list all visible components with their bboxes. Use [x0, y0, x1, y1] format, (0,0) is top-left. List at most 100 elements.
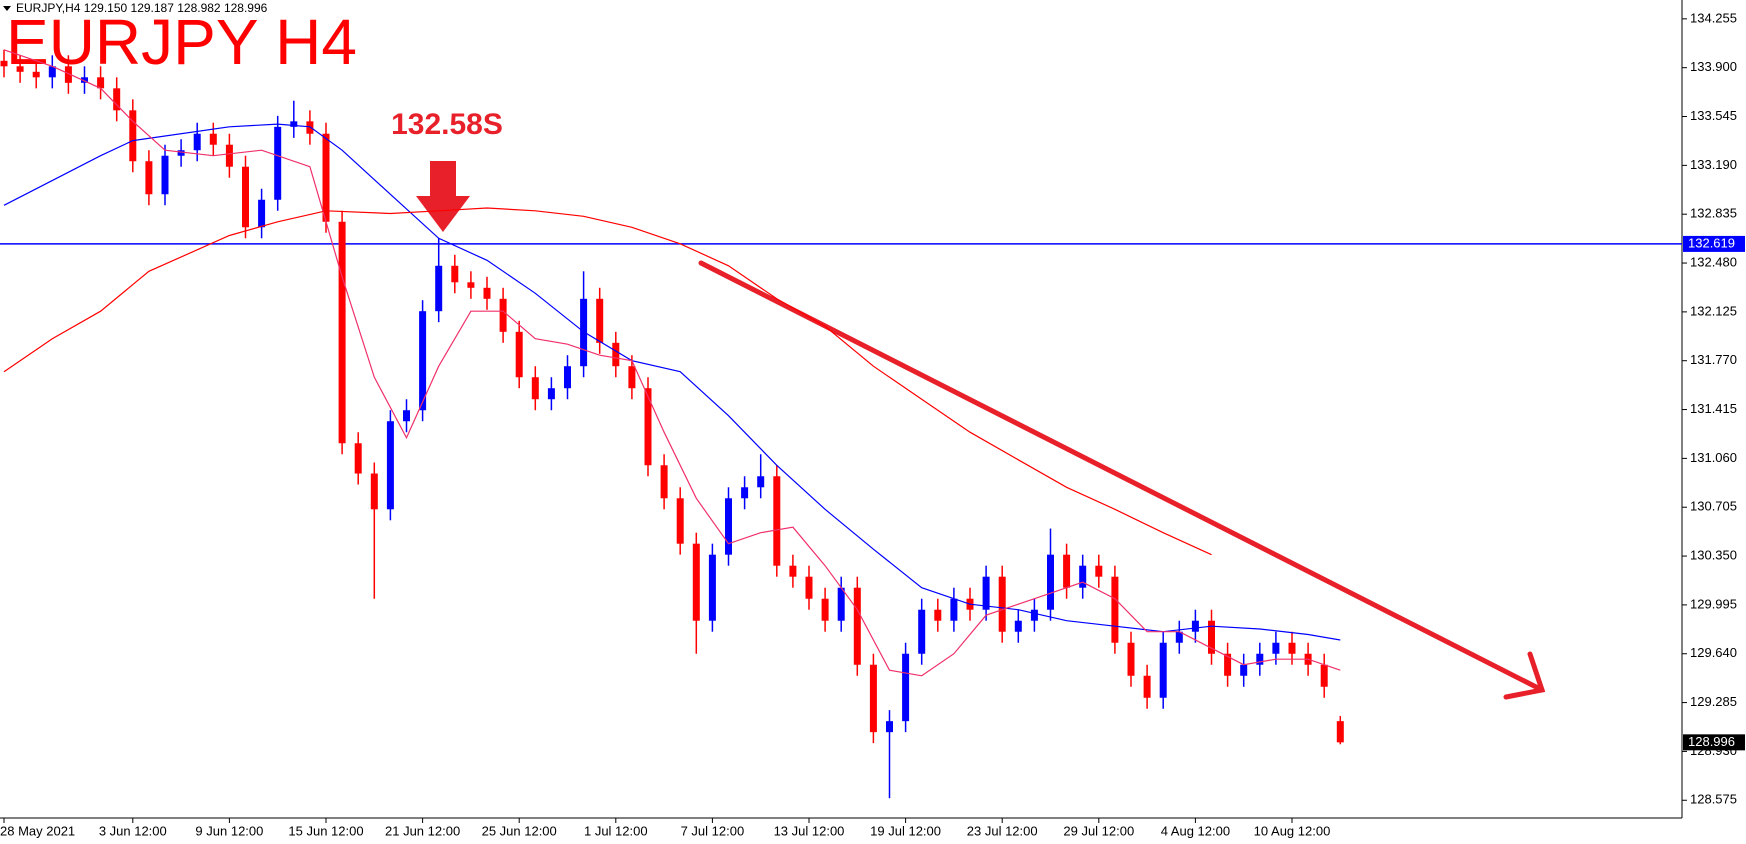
candle-body: [1030, 609, 1038, 621]
candle-body: [805, 576, 813, 599]
y-tick-label: 129.995: [1690, 596, 1737, 611]
candle-body: [290, 121, 298, 127]
down-arrow: [416, 161, 470, 232]
candle-body: [370, 473, 378, 510]
level-tag-label: 132.619: [1688, 235, 1735, 250]
candle-body: [16, 66, 24, 72]
candle-body: [708, 554, 716, 621]
candle-body: [1208, 620, 1215, 654]
candle-body: [1143, 675, 1151, 698]
y-tick-label: 129.640: [1690, 645, 1737, 660]
candle-body: [64, 66, 72, 83]
y-tick-label: 133.900: [1690, 59, 1737, 74]
candle-body: [32, 71, 40, 78]
ma-line: [3, 49, 1341, 677]
candle-body: [1272, 642, 1280, 654]
candle-body: [258, 199, 266, 228]
candle-body: [161, 155, 169, 195]
candle-body: [1224, 653, 1232, 676]
candle-body: [419, 311, 427, 411]
y-tick-label: 131.770: [1690, 352, 1737, 367]
candle-body: [1320, 664, 1328, 687]
candle-body: [338, 221, 346, 444]
y-tick-label: 130.705: [1690, 499, 1737, 514]
candle-body: [982, 576, 990, 610]
candle-body: [1095, 565, 1103, 577]
candle-body: [177, 150, 185, 156]
candle-body: [1127, 642, 1135, 676]
candle-body: [869, 664, 877, 733]
x-tick-label: 10 Aug 12:00: [1254, 823, 1331, 838]
y-tick-label: 130.350: [1690, 548, 1737, 563]
candle-body: [596, 298, 604, 343]
ma-line: [3, 207, 1212, 556]
y-tick-label: 134.255: [1690, 10, 1737, 25]
candle-body: [403, 410, 410, 422]
candle-body: [48, 66, 56, 78]
candle-body: [1159, 642, 1167, 698]
last-price-label: 128.996: [1688, 734, 1735, 749]
y-tick-label: 132.835: [1690, 206, 1737, 221]
candle-body: [1175, 631, 1183, 643]
candle-body: [757, 476, 765, 488]
last-price-tag: [1683, 734, 1745, 751]
candle-body: [1288, 642, 1296, 654]
candle-body: [386, 421, 394, 510]
y-tick-label: 131.060: [1690, 450, 1737, 465]
candle-body: [129, 110, 137, 162]
x-tick-label: 28 May 2021: [0, 823, 75, 838]
y-tick-label: 133.545: [1690, 108, 1737, 123]
candle-body: [660, 465, 668, 499]
candle-body: [564, 366, 571, 389]
candle-body: [531, 377, 539, 400]
x-tick-label: 19 Jul 12:00: [870, 823, 941, 838]
candle-body: [209, 133, 217, 145]
candle-body: [483, 287, 491, 299]
candle-body: [1063, 554, 1071, 588]
x-tick-label: 29 Jul 12:00: [1063, 823, 1134, 838]
y-tick-label: 131.415: [1690, 401, 1737, 416]
candle-body: [547, 388, 555, 400]
x-tick-label: 13 Jul 12:00: [774, 823, 845, 838]
candle-body: [853, 587, 861, 665]
x-tick-label: 23 Jul 12:00: [967, 823, 1038, 838]
candle-body: [193, 133, 201, 151]
candle-body: [612, 342, 620, 367]
candle-body: [467, 282, 475, 288]
y-tick-label: 129.285: [1690, 694, 1737, 709]
x-tick-label: 4 Aug 12:00: [1161, 823, 1230, 838]
candle-body: [0, 60, 8, 67]
x-tick-label: 25 Jun 12:00: [482, 823, 557, 838]
candle-body: [580, 298, 588, 367]
x-tick-label: 3 Jun 12:00: [99, 823, 167, 838]
candle-body: [499, 298, 507, 332]
x-tick-label: 21 Jun 12:00: [385, 823, 460, 838]
candle-body: [789, 565, 797, 577]
candle-body: [1079, 565, 1087, 588]
candle-body: [644, 388, 652, 466]
candle-body: [225, 144, 233, 167]
candle-body: [451, 265, 459, 283]
candle-body: [1191, 620, 1199, 632]
candle-body: [886, 721, 893, 733]
candle-body: [773, 476, 781, 566]
candle-body: [1256, 653, 1264, 665]
candle-body: [354, 443, 362, 474]
y-tick-label: 128.575: [1690, 792, 1737, 807]
chart-title: EURJPY H4: [6, 6, 357, 78]
x-tick-label: 7 Jul 12:00: [681, 823, 745, 838]
candle-body: [515, 331, 523, 378]
candle-body: [902, 653, 910, 722]
candle-body: [1047, 554, 1054, 610]
header: EURJPY,H4 129.150 129.187 128.982 128.99…: [16, 1, 268, 15]
y-tick-label: 132.125: [1690, 303, 1737, 318]
candle-body: [1336, 721, 1344, 743]
candle-body: [918, 609, 926, 654]
x-tick-label: 15 Jun 12:00: [288, 823, 363, 838]
x-tick-label: 9 Jun 12:00: [195, 823, 263, 838]
candle-body: [242, 166, 249, 228]
candle-body: [145, 161, 153, 195]
candle-body: [950, 598, 958, 621]
